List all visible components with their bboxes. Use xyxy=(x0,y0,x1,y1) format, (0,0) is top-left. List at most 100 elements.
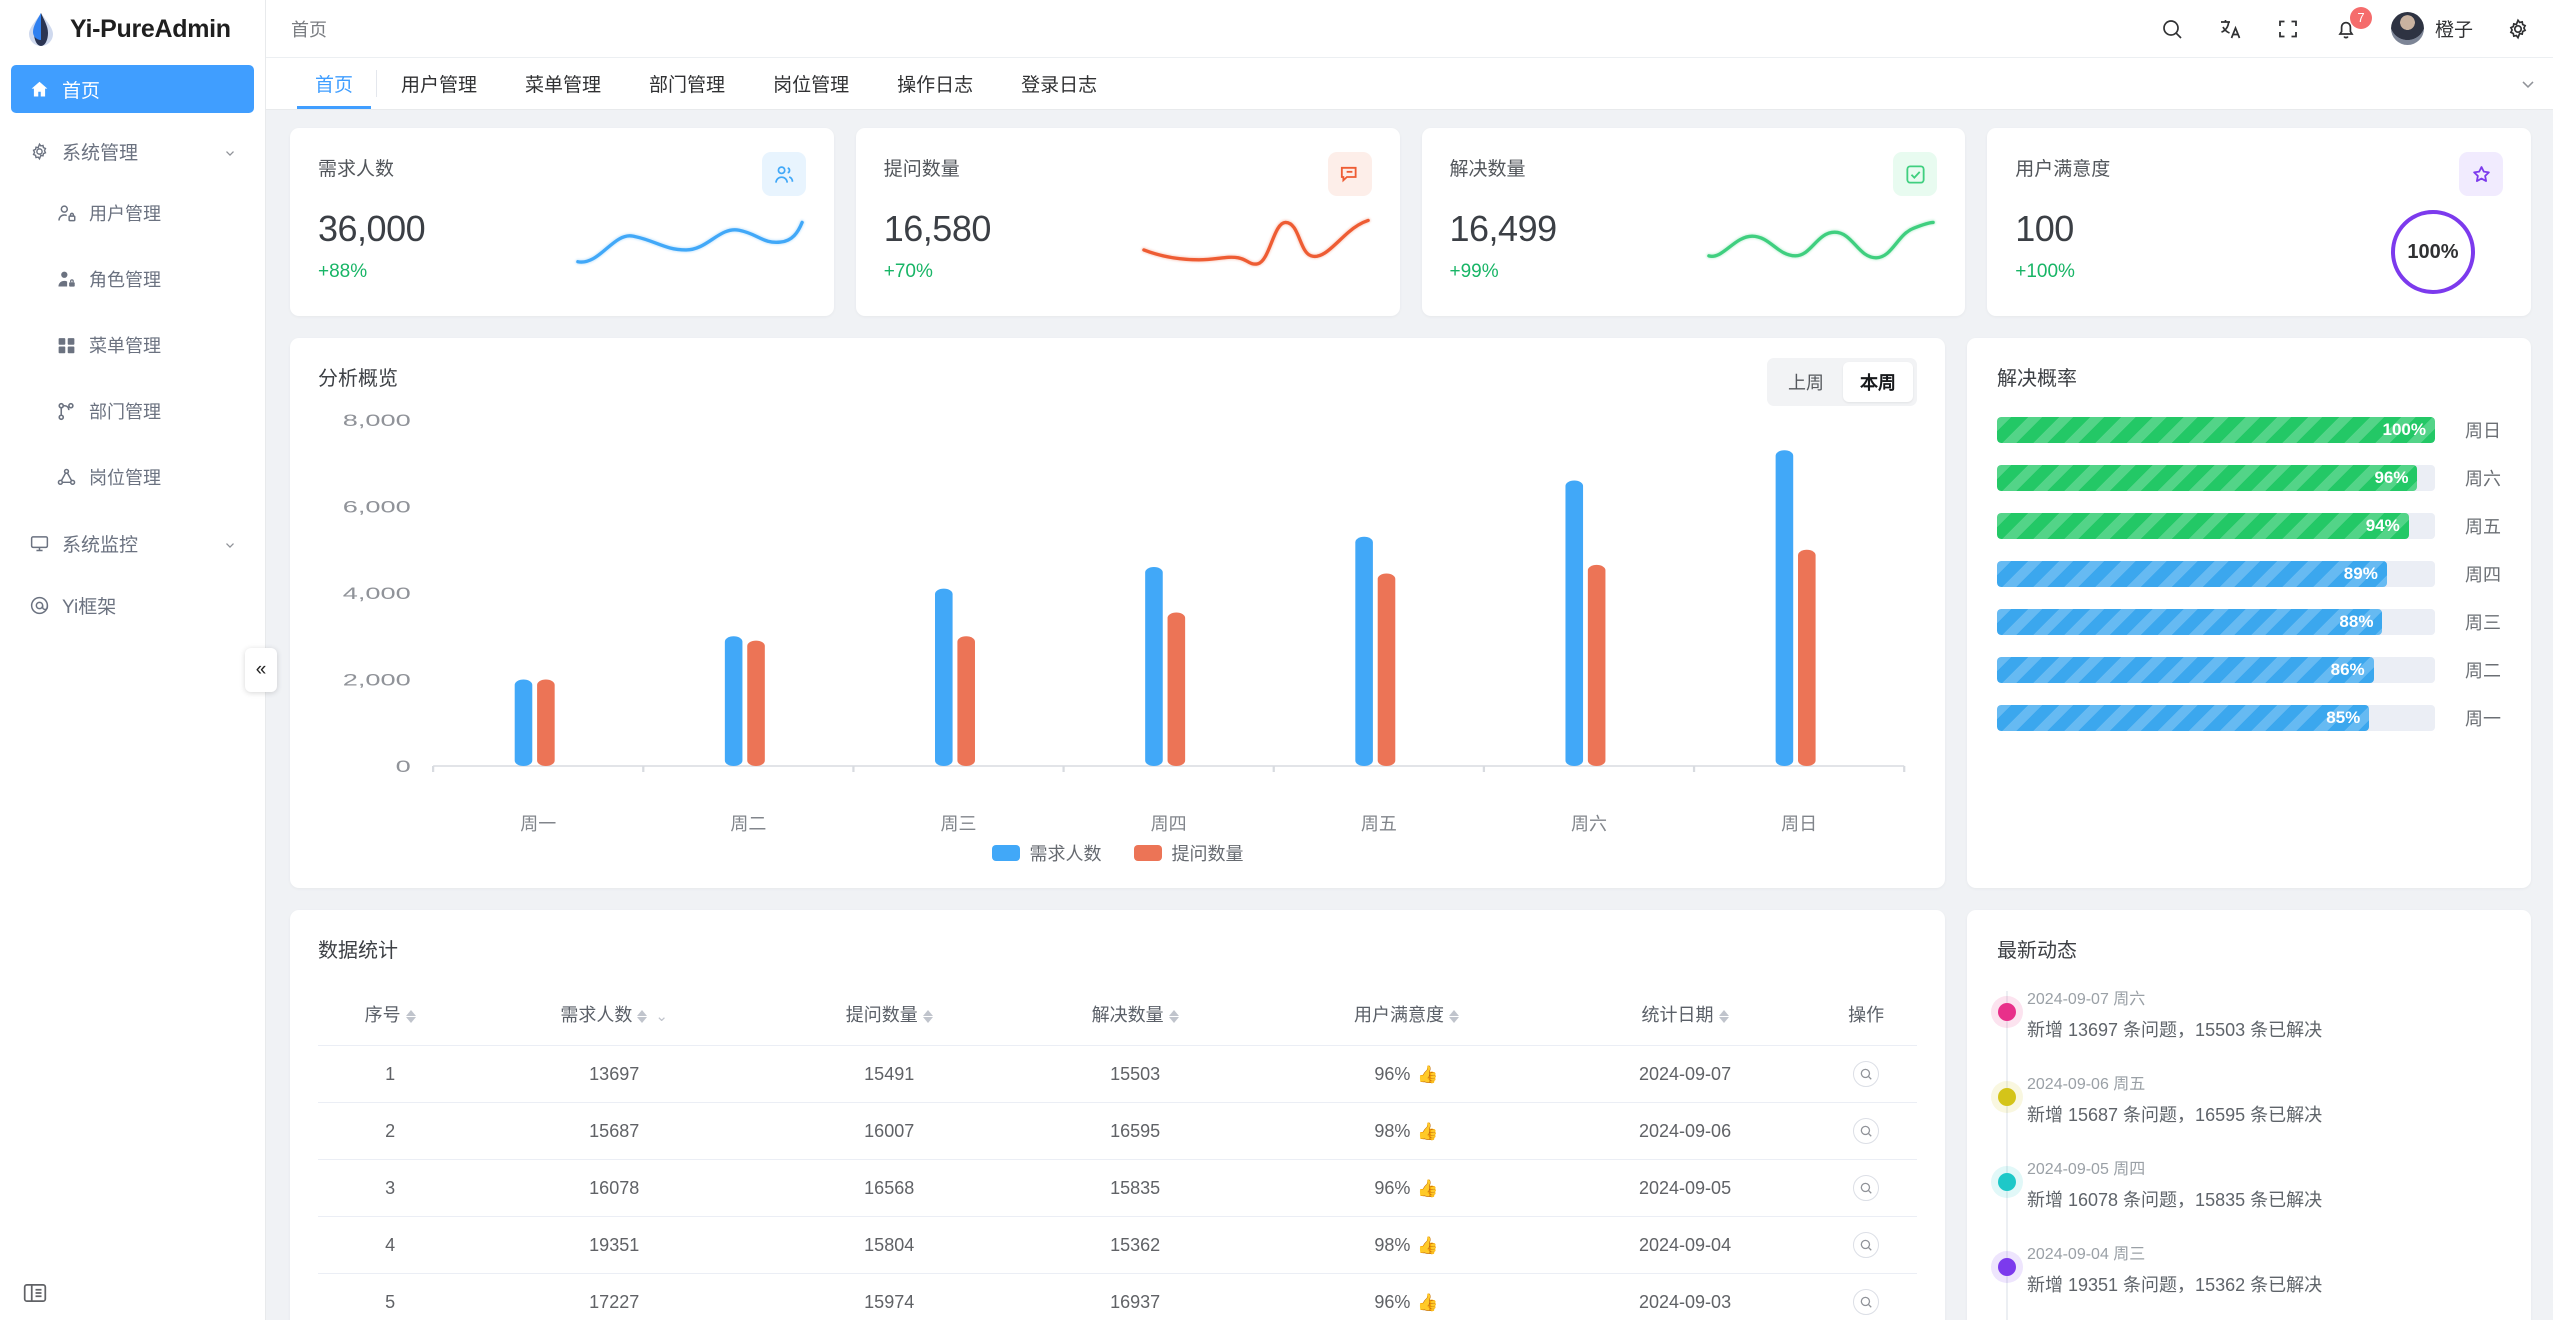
tab-5[interactable]: 操作日志 xyxy=(873,58,997,109)
view-detail-button[interactable] xyxy=(1853,1175,1880,1201)
chevron-down-icon[interactable] xyxy=(223,536,237,550)
sort-icon[interactable] xyxy=(922,1009,933,1023)
sidebar-item-label: 系统监控 xyxy=(62,534,139,556)
panel-toggle-icon[interactable] xyxy=(22,1280,48,1306)
table-row: 5 17227 15974 16937 96% 👍 2024-09-03 xyxy=(318,1273,1917,1320)
table-col-1[interactable]: 需求人数 ⌄ xyxy=(462,985,766,1046)
y-axis-tick: 8,000 xyxy=(343,410,411,429)
legend-item-1[interactable]: 提问数量 xyxy=(1133,840,1244,866)
table-row: 2 15687 16007 16595 98% 👍 2024-09-06 xyxy=(318,1102,1917,1160)
table-col-label: 操作 xyxy=(1848,1005,1885,1025)
bar-周二-需求人数[interactable] xyxy=(724,636,743,766)
bell-icon[interactable]: 7 xyxy=(2333,6,2372,42)
fullscreen-icon[interactable] xyxy=(2275,16,2301,42)
sidebar-item-4[interactable]: 菜单管理 xyxy=(11,321,254,369)
sidebar-item-label: 岗位管理 xyxy=(89,468,161,488)
legend-item-0[interactable]: 需求人数 xyxy=(991,840,1102,866)
tab-1[interactable]: 用户管理 xyxy=(377,58,501,109)
progress-label: 100% xyxy=(2382,420,2426,439)
chevron-down-icon[interactable] xyxy=(223,144,237,158)
bar-周日-需求人数[interactable] xyxy=(1775,450,1794,766)
chat-icon xyxy=(1327,152,1372,196)
segment-0[interactable]: 上周 xyxy=(1788,373,1824,393)
sort-icon[interactable] xyxy=(1449,1009,1459,1023)
bar-周四-需求人数[interactable] xyxy=(1145,567,1163,766)
tab-2[interactable]: 菜单管理 xyxy=(501,58,625,109)
bar-周一-提问数量[interactable] xyxy=(537,679,555,767)
legend-swatch xyxy=(991,845,1020,861)
search-icon[interactable] xyxy=(2159,16,2185,42)
dashboard-content: 需求人数 36,000 +88% 提问数量 16,580 +70% 解决数量 16,499 +9… xyxy=(266,110,2553,1320)
thumbs-up-icon: 👍 xyxy=(1417,1121,1439,1141)
sidebar-item-5[interactable]: 部门管理 xyxy=(11,387,254,435)
bar-周日-提问数量[interactable] xyxy=(1798,549,1816,766)
stat-card-1: 提问数量 16,580 +70% xyxy=(855,128,1400,316)
cell-demand: 16078 xyxy=(462,1159,767,1217)
cell-index: 1 xyxy=(318,1045,463,1103)
sort-icon[interactable] xyxy=(405,1009,416,1023)
sidebar-item-8[interactable]: Yi框架 xyxy=(11,581,254,629)
sidebar-item-3[interactable]: 角色管理 xyxy=(11,255,254,303)
sort-icon[interactable] xyxy=(1168,1009,1179,1023)
tab-label: 操作日志 xyxy=(897,75,974,96)
bar-周六-需求人数[interactable] xyxy=(1565,480,1584,766)
probability-row-3: 89% 周四 xyxy=(1997,561,2501,587)
progress-track: 94% xyxy=(1997,513,2435,539)
bar-周五-提问数量[interactable] xyxy=(1377,573,1396,766)
tab-6[interactable]: 登录日志 xyxy=(997,58,1121,109)
translate-icon[interactable] xyxy=(2217,16,2243,42)
progress-track: 100% xyxy=(1997,417,2435,443)
sidebar-item-label: 部门管理 xyxy=(89,402,161,422)
thumbs-up-icon: 👍 xyxy=(1417,1178,1439,1198)
sidebar-item-6[interactable]: 岗位管理 xyxy=(11,453,254,501)
sort-icon[interactable] xyxy=(1718,1009,1729,1023)
bar-周三-需求人数[interactable] xyxy=(935,588,953,766)
user-menu[interactable]: 橙子 xyxy=(2390,12,2473,45)
sidebar-collapse-button[interactable]: « xyxy=(245,648,277,692)
bar-周四-提问数量[interactable] xyxy=(1167,612,1186,766)
sidebar-item-7[interactable]: 系统监控 xyxy=(11,519,254,567)
segment-1[interactable]: 本周 xyxy=(1843,362,1913,402)
progress-fill: 88% xyxy=(1997,609,2383,635)
stat-title: 提问数量 xyxy=(883,159,960,180)
view-detail-button[interactable] xyxy=(1853,1232,1880,1258)
cell-index: 4 xyxy=(318,1216,463,1274)
stat-title: 需求人数 xyxy=(318,159,395,180)
tab-4[interactable]: 岗位管理 xyxy=(749,58,873,109)
table-col-4[interactable]: 用户满意度 xyxy=(1258,985,1555,1046)
sidebar-item-2[interactable]: 用户管理 xyxy=(11,189,254,237)
tab-3[interactable]: 部门管理 xyxy=(625,58,749,109)
bar-周二-提问数量[interactable] xyxy=(747,640,765,766)
progress-day-label: 周一 xyxy=(2465,709,2501,729)
gear-icon[interactable] xyxy=(2505,16,2531,42)
bar-周六-提问数量[interactable] xyxy=(1587,564,1606,766)
activity-item-1: 2024-09-06 周五 新增 15687 条问题，16595 条已解决 xyxy=(1998,1070,2501,1127)
timeline-dot xyxy=(1998,1003,2016,1021)
bar-周一-需求人数[interactable] xyxy=(514,679,533,767)
x-axis-tick: 周一 xyxy=(520,814,557,834)
sparkline xyxy=(575,219,805,265)
table-col-3[interactable]: 解决数量 xyxy=(1012,985,1258,1046)
activity-text: 新增 19351 条问题，15362 条已解决 xyxy=(2027,1275,2323,1295)
view-detail-button[interactable] xyxy=(1853,1118,1880,1144)
chevron-down-icon[interactable]: ⌄ xyxy=(655,1008,668,1025)
activity-item-0: 2024-09-07 周六 新增 13697 条问题，15503 条已解决 xyxy=(1998,985,2501,1042)
users-icon xyxy=(761,152,806,196)
table-col-5[interactable]: 统计日期 xyxy=(1555,985,1815,1046)
view-detail-button[interactable] xyxy=(1853,1061,1880,1087)
tab-0[interactable]: 首页 xyxy=(291,58,378,109)
chevron-down-icon[interactable] xyxy=(2503,58,2553,109)
stat-card-0: 需求人数 36,000 +88% xyxy=(290,128,834,316)
bar-周五-需求人数[interactable] xyxy=(1355,536,1373,766)
sort-icon[interactable] xyxy=(637,1009,648,1023)
probability-row-2: 94% 周五 xyxy=(1997,513,2501,539)
progress-track: 89% xyxy=(1997,561,2435,587)
table-col-2[interactable]: 提问数量 xyxy=(766,985,1012,1046)
sidebar-item-1[interactable]: 系统管理 xyxy=(11,127,254,175)
sidebar-item-0[interactable]: 首页 xyxy=(11,65,254,113)
node-share-icon xyxy=(55,466,77,488)
table-col-0[interactable]: 序号 xyxy=(318,985,462,1046)
view-detail-button[interactable] xyxy=(1853,1289,1880,1315)
brand[interactable]: Yi-PureAdmin xyxy=(0,0,265,58)
bar-周三-提问数量[interactable] xyxy=(957,636,975,766)
